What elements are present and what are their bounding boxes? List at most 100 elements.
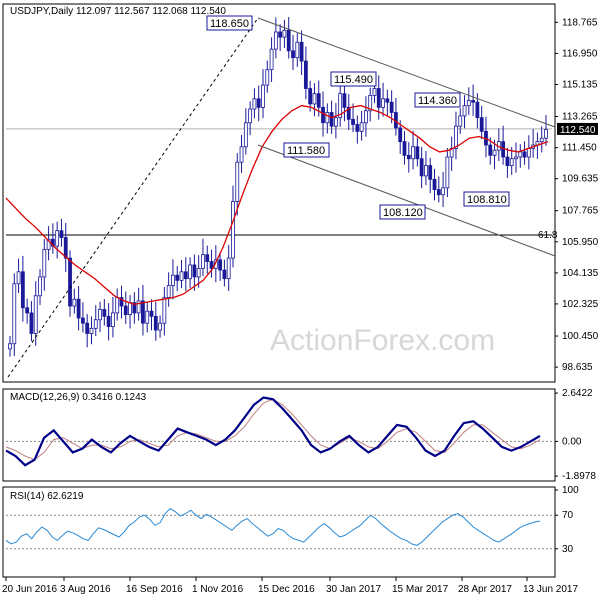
candle-body xyxy=(231,201,235,259)
rsi-tick-label: 30 xyxy=(562,544,574,555)
candle-body xyxy=(312,93,317,105)
candle-body xyxy=(59,230,64,238)
price-tick-label: 105.950 xyxy=(562,237,599,248)
candle-body xyxy=(428,165,433,180)
candle-body xyxy=(454,125,458,149)
rsi-tick-label: 100 xyxy=(562,485,579,496)
date-tick-label: 13 Jun 2017 xyxy=(523,584,578,595)
candle-body xyxy=(252,98,257,110)
candle-body xyxy=(325,112,330,124)
candle-body xyxy=(368,94,373,112)
candle-body xyxy=(115,297,120,314)
candle-body xyxy=(183,271,188,280)
candle-body xyxy=(299,41,304,62)
candle-body xyxy=(342,93,347,108)
candle-body xyxy=(8,343,12,350)
candle-body xyxy=(46,238,51,250)
price-callout-label: 111.580 xyxy=(287,145,325,157)
candle-body xyxy=(505,156,510,166)
rsi-line xyxy=(5,507,541,546)
candle-body xyxy=(514,156,518,160)
dashed-fib-trendline xyxy=(7,17,259,378)
candle-body xyxy=(93,319,98,329)
candle-body xyxy=(441,187,445,196)
price-callout-box xyxy=(414,92,461,108)
main-panel-frame xyxy=(2,3,556,383)
candle-body xyxy=(436,189,441,196)
candle-body xyxy=(80,317,85,324)
candle-body xyxy=(479,117,484,132)
candle-body xyxy=(201,254,205,269)
date-tick-label: 16 Sep 2016 xyxy=(126,584,183,595)
candle-body xyxy=(419,158,424,177)
candle-body xyxy=(68,257,72,307)
candle-body xyxy=(29,312,34,334)
candle-body xyxy=(235,161,240,202)
price-callout: 114.360 xyxy=(414,92,461,108)
candle-body xyxy=(128,302,132,316)
candle-body xyxy=(376,88,381,108)
price-callout-label: 108.810 xyxy=(467,194,507,206)
price-callout-label: 118.650 xyxy=(210,18,249,30)
price-callout-box xyxy=(206,15,253,31)
price-tick-label: 111.450 xyxy=(562,143,597,154)
candle-body xyxy=(415,146,420,160)
candle-body xyxy=(402,141,407,156)
candle-body xyxy=(445,156,450,189)
candle-body xyxy=(269,48,274,71)
candle-body xyxy=(321,106,325,124)
price-callout-box xyxy=(463,191,510,207)
candle-body xyxy=(518,151,523,158)
rsi-axis: 100 70 30 xyxy=(555,485,579,555)
candle-body xyxy=(364,110,368,124)
price-callout-label: 114.360 xyxy=(418,95,457,107)
date-tick-label: 15 Dec 2016 xyxy=(258,584,315,595)
candle-body xyxy=(141,300,145,324)
price-callout: 108.810 xyxy=(463,191,510,207)
candle-body xyxy=(286,29,291,52)
price-callout-box xyxy=(379,204,426,220)
candle-body xyxy=(106,315,111,328)
candle-body xyxy=(222,269,227,280)
macd-tick-label: 2.6422 xyxy=(562,388,593,399)
candle-body xyxy=(192,264,197,278)
candle-body xyxy=(243,122,248,148)
price-tick-label: 100.450 xyxy=(562,331,599,342)
price-callout: 115.490 xyxy=(330,71,377,87)
candle-body xyxy=(25,307,30,314)
price-tick-label: 98.635 xyxy=(562,362,593,373)
date-tick-label: 15 Mar 2017 xyxy=(392,584,449,595)
candle-body xyxy=(261,84,265,108)
price-tick-label: 113.265 xyxy=(562,112,598,123)
candle-body xyxy=(166,285,171,298)
candle-body xyxy=(12,283,17,345)
candle-body xyxy=(295,41,300,59)
price-tick-label: 115.135 xyxy=(562,79,598,90)
last-price-box xyxy=(557,122,598,135)
rsi-tick-label: 70 xyxy=(562,510,574,521)
main-plot: 118.650 115.490 111.580 114.360 108.120 108.8… xyxy=(5,15,558,378)
candle-body xyxy=(488,144,493,156)
candle-body xyxy=(466,100,471,107)
candle-body xyxy=(372,88,377,96)
candle-body xyxy=(359,122,364,132)
candle-body xyxy=(226,257,231,280)
price-callout: 108.120 xyxy=(379,204,426,220)
price-tick-label: 118.765 xyxy=(562,17,598,28)
candle-body xyxy=(218,259,223,271)
price-tick-label: 102.325 xyxy=(562,299,599,310)
candle-body xyxy=(209,261,214,269)
candle-body xyxy=(42,249,47,278)
price-callout-box xyxy=(330,71,377,87)
candle-body xyxy=(458,115,463,127)
candle-body xyxy=(462,105,467,117)
candle-body xyxy=(38,276,42,297)
candle-body xyxy=(123,305,128,316)
candle-body xyxy=(145,310,150,324)
candle-body xyxy=(526,148,531,158)
candle-body xyxy=(162,297,167,324)
candle-body xyxy=(153,315,158,331)
macd-plot xyxy=(5,396,552,467)
price-callout: 118.650 xyxy=(206,15,253,31)
candle-body xyxy=(179,271,184,281)
